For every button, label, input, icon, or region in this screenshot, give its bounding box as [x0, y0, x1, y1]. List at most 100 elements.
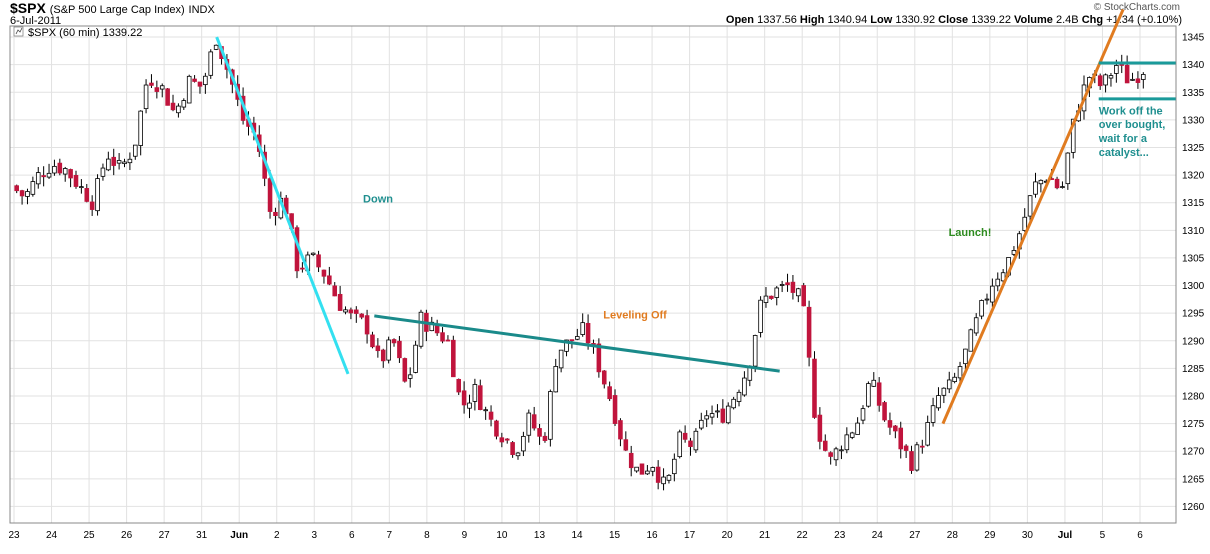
candle-down	[801, 285, 806, 307]
candle-down	[822, 440, 828, 451]
candle-down	[876, 382, 882, 406]
x-tick-label: 15	[609, 530, 621, 541]
candle-down	[806, 306, 812, 358]
candle-down	[402, 358, 408, 382]
trendlines	[215, 8, 1176, 425]
candle-up	[564, 339, 569, 352]
candle-up	[963, 348, 968, 365]
annotation-text: Down	[363, 194, 393, 206]
candle-up	[645, 470, 650, 475]
candle-up	[515, 452, 521, 457]
candle-up	[941, 387, 947, 396]
candle-down	[456, 378, 462, 393]
chart-legend: $SPX (60 min) 1339.22	[13, 26, 142, 39]
candle-up	[871, 379, 877, 387]
candle-up	[957, 366, 963, 379]
x-tick-label: 13	[534, 530, 546, 541]
y-tick-label: 1270	[1182, 447, 1205, 458]
x-tick-label: 20	[722, 530, 734, 541]
chart-date: 6-Jul-2011	[10, 15, 62, 27]
candle-up	[208, 51, 214, 76]
candle-down	[41, 175, 46, 178]
quote-bar: Open 1337.56 High 1340.94 Low 1330.92 Cl…	[726, 14, 1182, 26]
annotations: Down Leveling Off Launch! Work off the over …	[363, 105, 1165, 321]
candle-down	[327, 275, 332, 285]
candle-up	[752, 335, 758, 367]
x-tick-label: 2	[274, 530, 280, 541]
candle-up	[661, 476, 666, 485]
candle-up	[1070, 118, 1076, 153]
x-tick-label: 9	[462, 530, 468, 541]
candle-up	[839, 449, 844, 452]
plot-frame	[9, 25, 1177, 524]
candle-up	[715, 410, 720, 413]
candle-up	[666, 474, 672, 481]
candle-up	[914, 444, 920, 471]
candle-up	[849, 432, 855, 438]
x-tick-label: 21	[759, 530, 771, 541]
annotation-text: Work off the	[1099, 105, 1163, 117]
candle-down	[370, 334, 375, 348]
candle-down	[920, 445, 925, 448]
candle-up	[95, 178, 100, 212]
annotation-text: wait for a	[1098, 133, 1148, 145]
candle-down	[623, 439, 629, 451]
candle-down	[893, 425, 898, 432]
annotation-text: catalyst...	[1099, 147, 1149, 159]
candle-down	[14, 185, 19, 192]
candle-down	[316, 254, 321, 268]
candle-down	[618, 420, 623, 440]
y-axis: 1260 1265 1270 1275 1280 1285 1290 1295 1300 1305…	[1182, 33, 1205, 513]
candle-up	[736, 391, 742, 402]
x-tick-label: 3	[311, 530, 317, 541]
grid	[10, 26, 1176, 523]
x-tick-label: Jun	[230, 530, 248, 541]
candle-down	[111, 156, 117, 166]
high-label: High	[799, 14, 825, 26]
volume-label: Volume	[1014, 14, 1053, 26]
candle-up	[952, 376, 957, 382]
x-tick-label: 17	[684, 530, 696, 541]
candle-up	[946, 379, 952, 390]
candle-down	[569, 339, 575, 342]
candle-down	[397, 340, 402, 359]
x-tick-label: 16	[647, 530, 659, 541]
candle-down	[477, 385, 483, 411]
candle-up	[127, 158, 133, 164]
y-tick-label: 1310	[1182, 226, 1205, 237]
open-label: Open	[725, 14, 755, 26]
x-axis: 23 24 25 26 27 31 Jun 2 3 6 7 8 9 10 13 14 15 16 17 20 21 22 2…	[8, 530, 1143, 541]
candle-up	[52, 165, 57, 174]
candle-up	[1038, 179, 1044, 185]
candle-down	[57, 162, 63, 174]
x-tick-label: 26	[121, 530, 133, 541]
candles	[14, 44, 1146, 491]
candle-down	[1097, 75, 1103, 87]
y-tick-label: 1320	[1182, 171, 1205, 182]
candle-down	[898, 427, 904, 450]
candle-up	[483, 409, 488, 412]
candle-up	[35, 172, 41, 185]
candle-up	[925, 422, 930, 446]
annotation-text: Leveling Off	[603, 310, 667, 322]
candle-up	[833, 448, 839, 461]
candle-up	[25, 191, 30, 197]
candle-down	[504, 438, 510, 441]
candle-up	[763, 295, 769, 303]
candle-down	[380, 349, 386, 362]
close-label: Close	[938, 14, 969, 26]
candle-down	[769, 295, 774, 299]
candle-up	[866, 383, 871, 407]
candle-down	[607, 386, 612, 400]
candle-down	[537, 428, 542, 437]
candle-up	[672, 458, 677, 475]
candle-down	[332, 285, 338, 297]
candle-down	[267, 178, 273, 212]
x-tick-label: 25	[84, 530, 96, 541]
candle-down	[149, 82, 154, 86]
candle-down	[542, 435, 548, 441]
candle-up	[186, 75, 192, 104]
candle-up	[138, 110, 143, 146]
candle-up	[1033, 181, 1038, 195]
candle-up	[418, 311, 424, 347]
